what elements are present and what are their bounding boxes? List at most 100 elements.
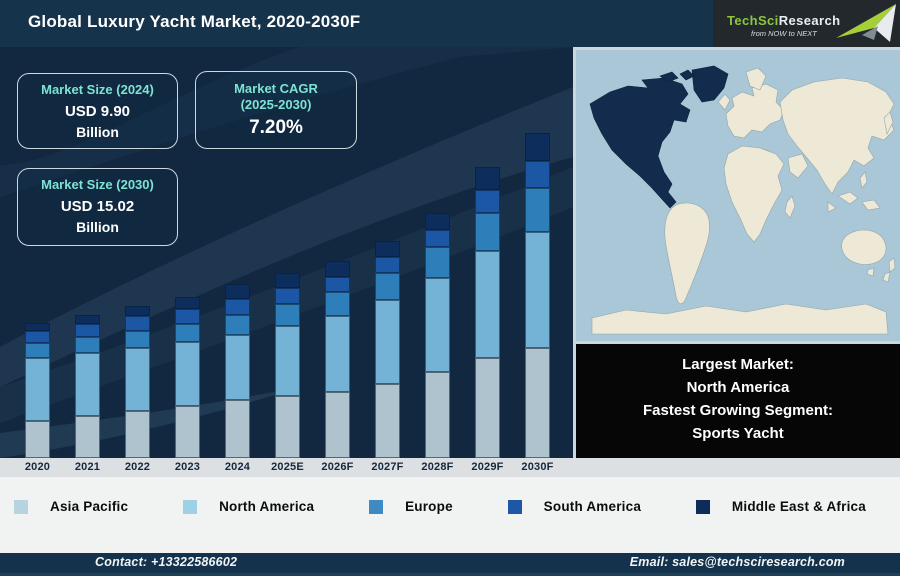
x-label-2021: 2021 xyxy=(74,461,101,473)
segment-europe-2030f xyxy=(525,188,550,232)
segment-north-america-2030f xyxy=(525,232,550,348)
bar-2025e xyxy=(275,273,300,458)
legend-swatch-north-america xyxy=(183,499,198,514)
segment-middle-east-africa-2024 xyxy=(225,284,250,299)
segment-south-america-2025e xyxy=(275,288,300,304)
bar-2024 xyxy=(225,284,250,458)
techsci-logo: TechSciResearch from NOW to NEXT xyxy=(713,0,900,47)
legend-label-asia-pacific: Asia Pacific xyxy=(50,499,129,514)
logo-brand: TechSci xyxy=(727,13,779,28)
bar-2027f xyxy=(375,241,400,458)
segment-south-america-2028f xyxy=(425,230,450,247)
bar-2020 xyxy=(25,323,50,458)
x-label-2028f: 2028F xyxy=(421,461,454,473)
segment-middle-east-africa-2026f xyxy=(325,261,350,277)
segment-asia-pacific-2026f xyxy=(325,392,350,458)
segment-europe-2023 xyxy=(175,324,200,342)
callout-line-4: Sports Yacht xyxy=(692,425,784,442)
legend-swatch-europe xyxy=(369,499,384,514)
x-label-2024: 2024 xyxy=(224,461,251,473)
segment-south-america-2030f xyxy=(525,161,550,188)
footer-bar: Contact: +13322586602 Email: sales@techs… xyxy=(0,553,900,576)
segment-middle-east-africa-2028f xyxy=(425,213,450,230)
callout-line-3: Fastest Growing Segment: xyxy=(642,402,834,419)
legend-swatch-asia-pacific xyxy=(14,499,28,514)
legend-item-europe: Europe xyxy=(369,499,453,514)
x-label-2022: 2022 xyxy=(124,461,151,473)
segment-south-america-2024 xyxy=(225,299,250,315)
segment-north-america-2029f xyxy=(475,251,500,358)
segment-middle-east-africa-2027f xyxy=(375,241,400,257)
segment-asia-pacific-2020 xyxy=(25,421,50,458)
segment-asia-pacific-2024 xyxy=(225,400,250,458)
segment-europe-2020 xyxy=(25,343,50,358)
card-value: USD 9.90 xyxy=(64,103,131,120)
segment-middle-east-africa-2029f xyxy=(475,167,500,190)
world-map xyxy=(576,50,900,341)
logo-arrow-icon xyxy=(836,4,896,42)
segment-middle-east-africa-2022 xyxy=(125,306,150,316)
page-title: Global Luxury Yacht Market, 2020-2030F xyxy=(28,12,361,31)
card-heading: Market Size (2024) xyxy=(41,82,154,97)
segment-europe-2022 xyxy=(125,331,150,348)
map-region-north-america-highlight xyxy=(589,65,729,209)
segment-south-america-2029f xyxy=(475,190,500,213)
x-label-2026f: 2026F xyxy=(321,461,354,473)
card-market-size-2030: Market Size (2030) USD 15.02 Billion xyxy=(17,168,178,246)
segment-middle-east-africa-2025e xyxy=(275,273,300,288)
footer-email: Email: sales@techsciresearch.com xyxy=(629,555,845,569)
logo-tagline: from NOW to NEXT xyxy=(751,29,817,38)
segment-europe-2027f xyxy=(375,273,400,300)
segment-north-america-2027f xyxy=(375,300,400,384)
legend-item-asia-pacific: Asia Pacific xyxy=(14,499,128,514)
segment-north-america-2028f xyxy=(425,278,450,372)
bar-2026f xyxy=(325,261,350,458)
segment-asia-pacific-2021 xyxy=(75,416,100,458)
x-label-2030f: 2030F xyxy=(521,461,554,473)
segment-asia-pacific-2023 xyxy=(175,406,200,458)
x-label-2025e: 2025E xyxy=(271,461,304,473)
legend-label-north-america: North America xyxy=(219,499,315,514)
x-label-2027f: 2027F xyxy=(371,461,404,473)
segment-middle-east-africa-2030f xyxy=(525,133,550,161)
segment-europe-2026f xyxy=(325,292,350,316)
header-bar: Global Luxury Yacht Market, 2020-2030F T… xyxy=(0,0,900,47)
bar-2022 xyxy=(125,306,150,458)
segment-middle-east-africa-2020 xyxy=(25,323,50,331)
segment-europe-2029f xyxy=(475,213,500,251)
segment-north-america-2021 xyxy=(75,353,100,416)
segment-north-america-2020 xyxy=(25,358,50,421)
x-label-2020: 2020 xyxy=(24,461,51,473)
segment-south-america-2021 xyxy=(75,324,100,337)
segment-asia-pacific-2029f xyxy=(475,358,500,458)
bar-2021 xyxy=(75,315,100,458)
legend-label-europe: Europe xyxy=(405,499,453,514)
segment-south-america-2026f xyxy=(325,277,350,292)
card-unit: Billion xyxy=(76,124,119,140)
right-panel: Largest Market: North America Fastest Gr… xyxy=(573,47,900,458)
callout-line-2: North America xyxy=(686,379,790,396)
legend-label-south-america: South America xyxy=(543,499,642,514)
segment-asia-pacific-2027f xyxy=(375,384,400,458)
card-unit: Billion xyxy=(76,219,119,235)
segment-asia-pacific-2028f xyxy=(425,372,450,458)
x-label-2023: 2023 xyxy=(174,461,201,473)
segment-europe-2028f xyxy=(425,247,450,278)
legend-item-north-america: North America xyxy=(183,499,314,514)
segment-north-america-2026f xyxy=(325,316,350,392)
x-axis-strip: 2020 2021 2022 2023 2024 2025E 2026F 2027F 2028F… xyxy=(0,458,900,477)
segment-south-america-2027f xyxy=(375,257,400,273)
segment-north-america-2025e xyxy=(275,326,300,396)
segment-europe-2024 xyxy=(225,315,250,335)
bar-2028f xyxy=(425,213,450,458)
segment-asia-pacific-2022 xyxy=(125,411,150,458)
segment-asia-pacific-2025e xyxy=(275,396,300,458)
card-heading: Market Size (2030) xyxy=(41,177,154,192)
logo-wordmark: TechSciResearch xyxy=(727,13,840,28)
segment-north-america-2024 xyxy=(225,335,250,400)
segment-middle-east-africa-2021 xyxy=(75,315,100,324)
map-landmasses xyxy=(591,67,896,335)
legend-item-south-america: South America xyxy=(507,499,642,514)
segment-north-america-2023 xyxy=(175,342,200,406)
x-label-2029f: 2029F xyxy=(471,461,504,473)
